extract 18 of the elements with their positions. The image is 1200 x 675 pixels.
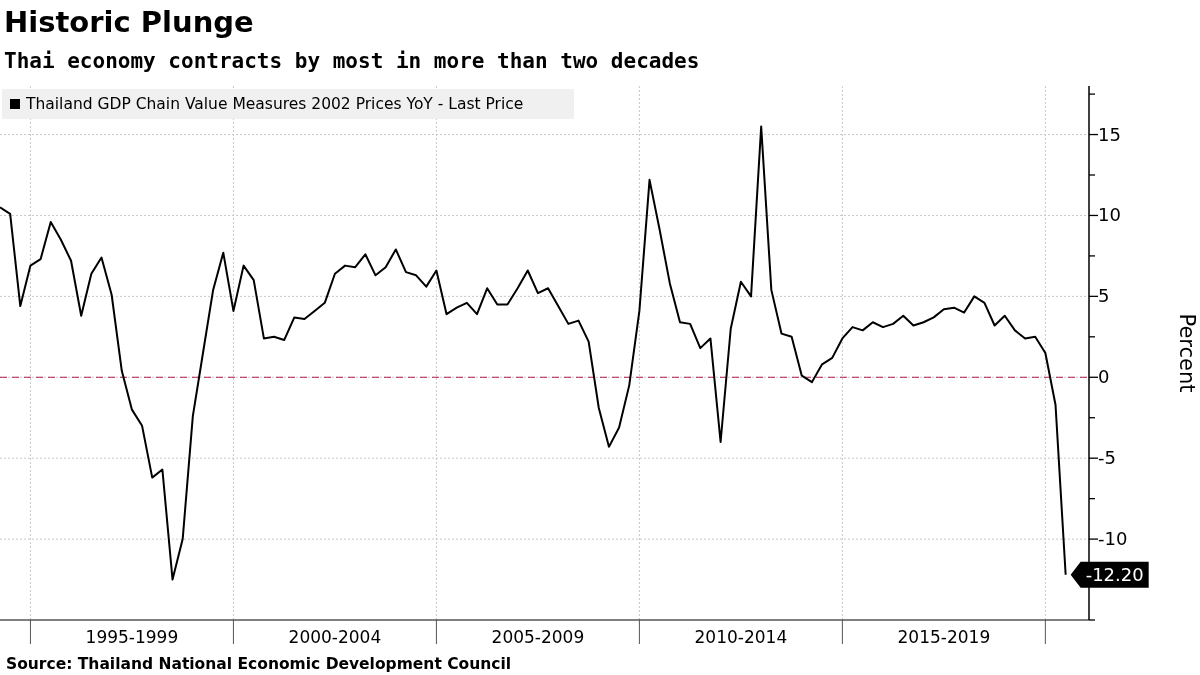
chart-subtitle: Thai economy contracts by most in more than two decades: [4, 49, 700, 73]
x-tick-label: 2010-2014: [694, 627, 788, 647]
y-tick-label: 15: [1098, 123, 1121, 145]
x-tick-label: 2005-2009: [491, 627, 585, 647]
data-label: -12.20: [1085, 563, 1144, 585]
x-tick-label: 1995-1999: [85, 627, 179, 647]
x-tick-label: 2000-2004: [288, 627, 382, 647]
y-axis-title: Percent: [1175, 313, 1199, 393]
source-note: Source: Thailand National Economic Development Council: [6, 655, 512, 673]
y-tick-label: 0: [1098, 366, 1110, 388]
legend-label: Thailand GDP Chain Value Measures 2002 Prices YoY - Last Price: [25, 95, 524, 113]
y-tick-label: 10: [1098, 204, 1121, 226]
x-tick-label: 2015-2019: [897, 627, 991, 647]
chart-title: Historic Plunge: [4, 5, 254, 39]
y-tick-label: -5: [1098, 447, 1116, 469]
line-series: [0, 125, 1067, 581]
y-tick-label: 5: [1098, 285, 1110, 307]
y-tick-label: -10: [1098, 528, 1128, 550]
